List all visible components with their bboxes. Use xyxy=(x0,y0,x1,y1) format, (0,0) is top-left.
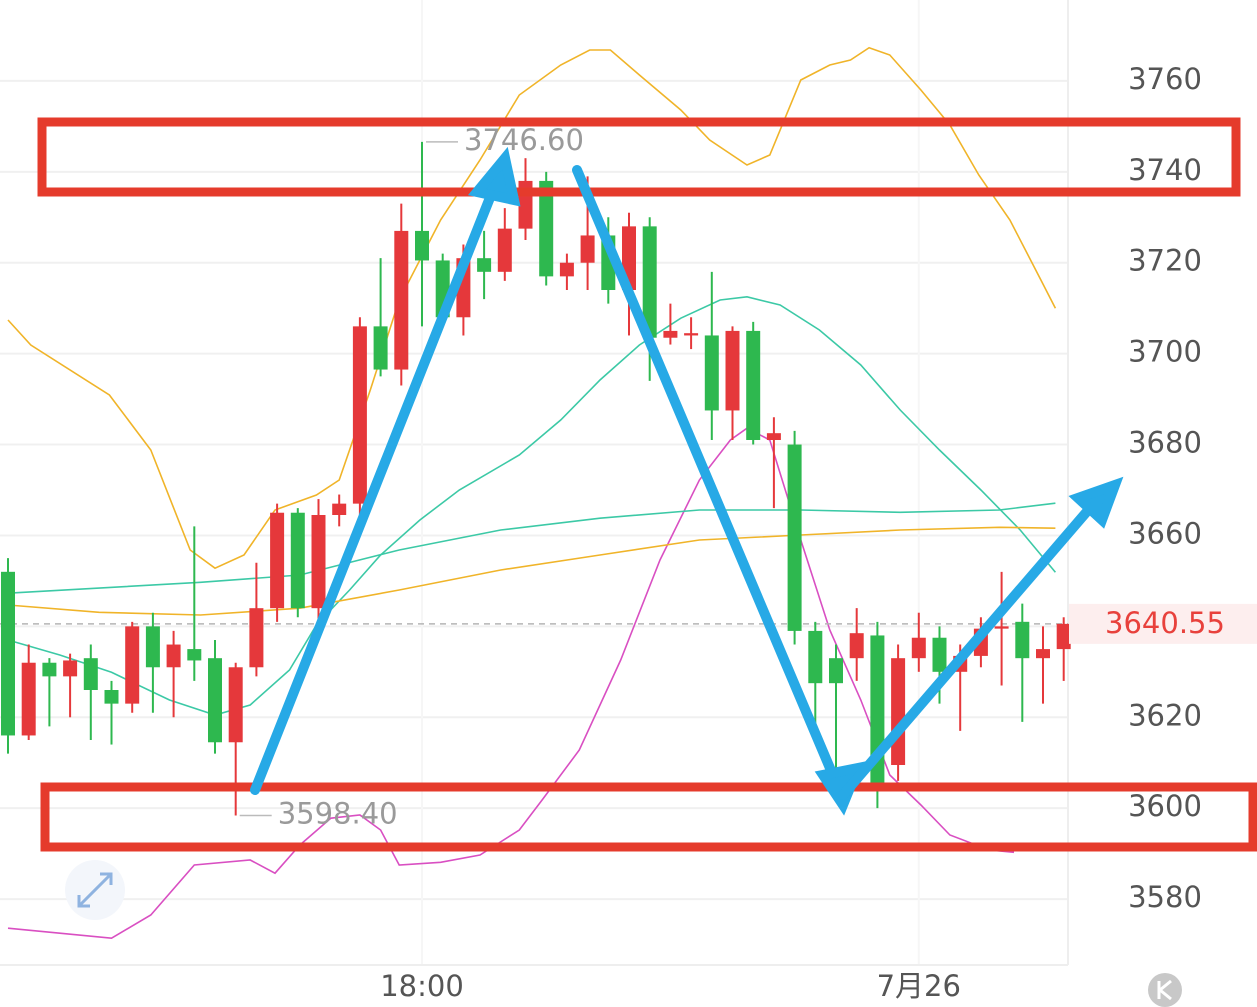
y-tick-label: 3700 xyxy=(1128,335,1202,369)
candle-body xyxy=(1056,623,1071,650)
k-glyph[interactable] xyxy=(1157,979,1172,1001)
candle-body xyxy=(270,512,285,609)
candle-body xyxy=(580,235,595,263)
y-tick-label: 3680 xyxy=(1128,426,1202,460)
candle-body xyxy=(1036,649,1050,659)
arrow-head xyxy=(1068,476,1124,529)
candle-body xyxy=(290,512,305,609)
annotation-boxes xyxy=(37,117,1257,852)
x-tick-label: 18:00 xyxy=(380,969,464,1003)
candle-body xyxy=(63,660,78,677)
trend-arrows xyxy=(250,146,1124,816)
candle-body xyxy=(104,690,119,704)
candle-body xyxy=(704,335,719,411)
y-tick-label: 3660 xyxy=(1128,516,1202,550)
candle-body xyxy=(497,228,512,272)
candle-body xyxy=(352,326,367,504)
indicator-line xyxy=(7,502,1056,594)
candle-body xyxy=(249,608,264,668)
candle-body xyxy=(642,226,657,338)
last-price-bg xyxy=(1069,603,1257,644)
candle-body xyxy=(539,180,554,277)
candle-body xyxy=(808,630,823,684)
y-tick-label: 3600 xyxy=(1128,789,1202,823)
expand-glyph[interactable] xyxy=(77,872,113,908)
arrow-head xyxy=(467,146,521,207)
candle-body xyxy=(228,667,243,743)
candle-body xyxy=(911,637,926,659)
indicator-line xyxy=(7,526,1056,616)
y-tick-label: 3760 xyxy=(1128,62,1202,96)
candle-body xyxy=(684,333,699,336)
candle-body xyxy=(332,503,347,515)
candle-body xyxy=(891,658,906,765)
indicator-line xyxy=(7,46,1057,570)
candle-body xyxy=(373,326,388,370)
indicator-lines xyxy=(7,46,1057,940)
candle-body xyxy=(125,626,140,704)
arrow-up xyxy=(250,180,500,795)
candle-body xyxy=(166,644,181,668)
low-label: 3598.40 xyxy=(278,796,398,830)
candle-body xyxy=(394,230,409,370)
candle-body xyxy=(994,626,1009,629)
support-box xyxy=(40,782,1257,852)
x-tick-label: 7月26 xyxy=(877,969,961,1003)
high-label: 3746.60 xyxy=(464,123,584,157)
candle-body xyxy=(1015,621,1030,659)
candle-body xyxy=(42,662,57,677)
candle-body xyxy=(477,258,492,272)
k-icon[interactable] xyxy=(1148,973,1182,1007)
y-tick-label: 3580 xyxy=(1128,880,1202,914)
candle-body xyxy=(766,433,781,440)
y-tick-label: 3620 xyxy=(1128,698,1202,732)
candle-body xyxy=(849,633,864,659)
candle-body xyxy=(145,626,160,668)
resistance-box xyxy=(37,117,1241,197)
candle-body xyxy=(559,262,574,277)
candle-body xyxy=(187,649,202,661)
y-tick-label: 3740 xyxy=(1128,153,1202,187)
candle-body xyxy=(1,571,15,736)
indicator-line xyxy=(7,295,1057,716)
candle-body xyxy=(311,515,326,609)
candle-body xyxy=(746,330,761,440)
indicator-line xyxy=(7,427,1015,940)
candle-body xyxy=(725,330,740,411)
candle-body xyxy=(663,330,678,338)
k-bg[interactable] xyxy=(1148,973,1182,1007)
labels: 3580360036203640366036803700372037403760… xyxy=(239,62,1257,1003)
arrow-down xyxy=(572,165,840,785)
candle-body xyxy=(932,637,947,672)
candle-body xyxy=(787,444,802,631)
y-tick-label: 3720 xyxy=(1128,244,1202,278)
candle-body xyxy=(83,658,98,690)
candle-body xyxy=(208,658,222,743)
candle-body xyxy=(21,662,36,736)
last-price-label: 3640.55 xyxy=(1105,606,1225,640)
arrow-up-right xyxy=(838,503,1095,800)
candle-body xyxy=(415,230,429,261)
candle-body xyxy=(829,658,843,684)
expand-icon[interactable] xyxy=(65,860,125,920)
